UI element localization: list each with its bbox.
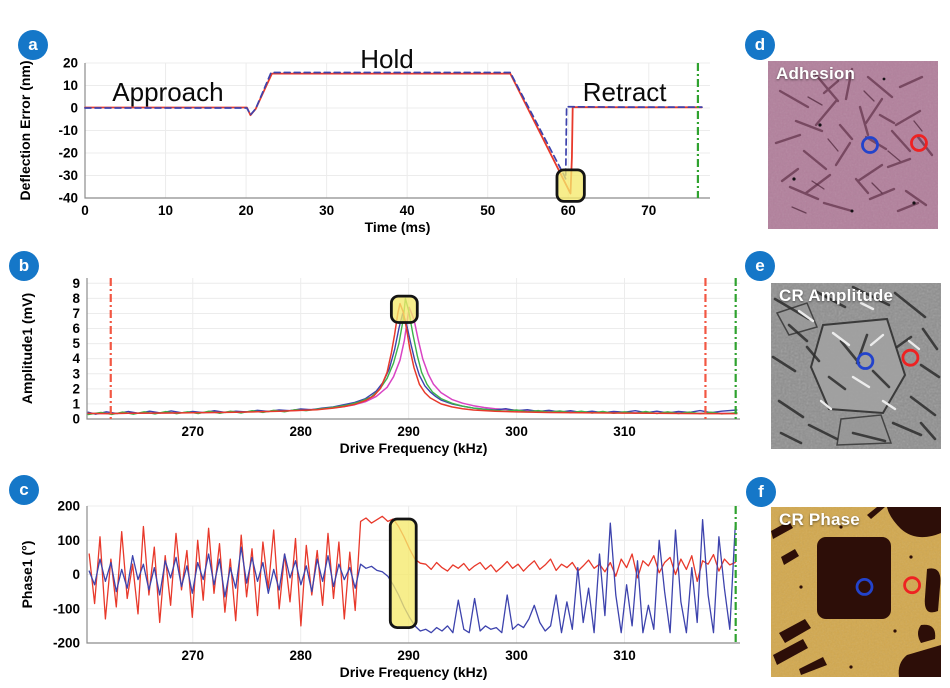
afm-image-adhesion: Adhesion <box>768 61 938 229</box>
blue-point-marker <box>856 352 875 370</box>
svg-text:20: 20 <box>239 203 254 218</box>
svg-text:9: 9 <box>72 276 80 291</box>
svg-text:2: 2 <box>72 381 80 396</box>
svg-text:Drive Frequency (kHz): Drive Frequency (kHz) <box>340 664 488 680</box>
cr-amplitude-crack-lines <box>771 285 941 445</box>
svg-text:Retract: Retract <box>583 77 668 107</box>
afm-image-cr-amplitude: CR Amplitude <box>771 283 941 449</box>
svg-text:310: 310 <box>613 424 636 439</box>
svg-text:8: 8 <box>72 291 80 306</box>
svg-text:-100: -100 <box>53 601 80 616</box>
svg-text:-30: -30 <box>58 168 78 183</box>
svg-text:10: 10 <box>158 203 173 218</box>
svg-text:-10: -10 <box>58 123 78 138</box>
svg-text:Amplitude1 (mV): Amplitude1 (mV) <box>19 293 35 404</box>
panel-badge-a: a <box>18 30 48 60</box>
svg-text:310: 310 <box>613 648 636 663</box>
red-point-marker <box>903 576 922 595</box>
cr-phase-label: CR Phase <box>779 510 860 529</box>
svg-text:300: 300 <box>505 424 528 439</box>
afm-image-cr-phase: CR Phase <box>771 507 941 677</box>
svg-text:Phase1 (°): Phase1 (°) <box>19 541 35 609</box>
svg-text:1: 1 <box>72 396 80 411</box>
red-point-marker <box>910 134 928 152</box>
svg-text:6: 6 <box>72 321 80 336</box>
svg-text:290: 290 <box>397 424 420 439</box>
svg-text:60: 60 <box>561 203 576 218</box>
svg-text:30: 30 <box>319 203 334 218</box>
adhesion-label: Adhesion <box>776 64 856 83</box>
panel-badge-b: b <box>9 251 39 281</box>
svg-text:-40: -40 <box>58 191 78 206</box>
svg-text:270: 270 <box>182 424 205 439</box>
panel-badge-c: c <box>9 475 39 505</box>
svg-text:290: 290 <box>397 648 420 663</box>
blue-point-marker <box>855 578 874 596</box>
panel-badge-e: e <box>745 251 775 281</box>
svg-text:280: 280 <box>289 648 312 663</box>
svg-text:20: 20 <box>63 56 78 71</box>
svg-text:50: 50 <box>480 203 495 218</box>
svg-text:5: 5 <box>72 336 80 351</box>
cr-phase-image-svg <box>771 507 941 677</box>
svg-text:270: 270 <box>182 648 205 663</box>
svg-text:-20: -20 <box>58 146 78 161</box>
svg-text:0: 0 <box>70 101 78 116</box>
svg-text:7: 7 <box>72 306 80 321</box>
red-point-marker <box>901 348 920 367</box>
panel-badge-f: f <box>746 477 776 507</box>
svg-text:-200: -200 <box>53 636 80 651</box>
panel-badge-d: d <box>745 30 775 60</box>
svg-text:10: 10 <box>63 78 78 93</box>
svg-text:0: 0 <box>72 567 80 582</box>
svg-text:4: 4 <box>72 351 80 366</box>
svg-text:300: 300 <box>505 648 528 663</box>
svg-text:Time (ms): Time (ms) <box>365 219 431 235</box>
svg-text:Hold: Hold <box>360 44 413 74</box>
svg-text:0: 0 <box>72 412 80 427</box>
svg-text:Approach: Approach <box>112 77 223 107</box>
adhesion-image-svg <box>768 61 938 229</box>
adhesion-fine-lines <box>791 90 923 214</box>
blue-point-marker <box>861 136 879 154</box>
cr-amplitude-image-svg <box>771 283 941 449</box>
cr-amplitude-label: CR Amplitude <box>779 286 894 305</box>
adhesion-specks <box>792 77 916 213</box>
cr-amplitude-grains <box>775 302 907 446</box>
svg-text:0: 0 <box>81 203 89 218</box>
svg-text:40: 40 <box>400 203 415 218</box>
svg-text:Deflection Error (nm): Deflection Error (nm) <box>17 60 33 200</box>
cr-amplitude-bright-streaks <box>797 301 921 411</box>
svg-text:Drive Frequency (kHz): Drive Frequency (kHz) <box>340 440 488 456</box>
svg-text:280: 280 <box>289 424 312 439</box>
svg-text:3: 3 <box>72 366 80 381</box>
svg-text:200: 200 <box>57 499 80 514</box>
svg-text:70: 70 <box>641 203 656 218</box>
svg-text:100: 100 <box>57 533 80 548</box>
cr-phase-dark-domains <box>771 507 941 677</box>
